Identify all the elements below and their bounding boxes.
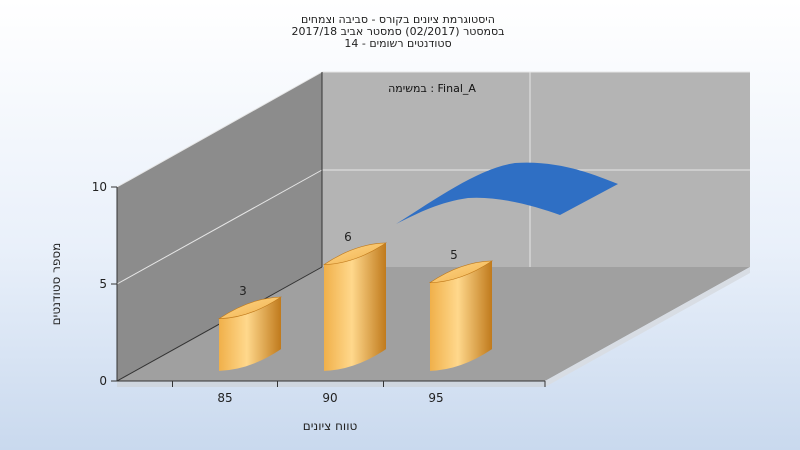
x-tick-label: 90 bbox=[322, 391, 337, 405]
bars: 3 6 5 bbox=[217, 230, 494, 371]
histogram-bar: 5 bbox=[428, 248, 494, 371]
y-tick-label: 5 bbox=[99, 277, 107, 291]
bar-body bbox=[430, 260, 492, 371]
bar-body bbox=[324, 242, 386, 371]
y-axis: 0 5 10 bbox=[92, 180, 117, 388]
floor-right-edge bbox=[545, 267, 750, 387]
x-tick-label: 85 bbox=[217, 391, 232, 405]
histogram-bar: 6 bbox=[322, 230, 388, 371]
bar-cap bbox=[428, 260, 494, 283]
floor-front-edge bbox=[117, 381, 545, 387]
chart-title-line-3: סטודנטים רשומים - 14 bbox=[344, 37, 451, 50]
x-axis-label: טווח ציונים bbox=[303, 419, 358, 433]
bar-value-label: 6 bbox=[344, 230, 352, 244]
bar-cap bbox=[322, 242, 388, 265]
bar-cap bbox=[217, 296, 283, 320]
chart-title-line-2: בסמסטר (02/2017) סמסטר אביב 2017/18 bbox=[291, 25, 504, 38]
chart-title-line-1: היסטוגרמת ציונים בקורס - סביבה וצמחים bbox=[301, 13, 495, 26]
x-tick-label: 95 bbox=[428, 391, 443, 405]
y-tick-label: 10 bbox=[92, 180, 107, 194]
bar-value-label: 5 bbox=[450, 248, 458, 262]
y-axis-label: מספר סטודנטים bbox=[49, 243, 63, 326]
bar-value-label: 3 bbox=[239, 284, 247, 298]
distribution-curve bbox=[396, 162, 618, 224]
x-axis: 85 90 95 bbox=[172, 381, 546, 405]
y-tick-label: 0 bbox=[99, 374, 107, 388]
histogram-bar: 3 bbox=[217, 284, 283, 371]
chart-annotation: במשימה : Final_A bbox=[388, 82, 476, 95]
